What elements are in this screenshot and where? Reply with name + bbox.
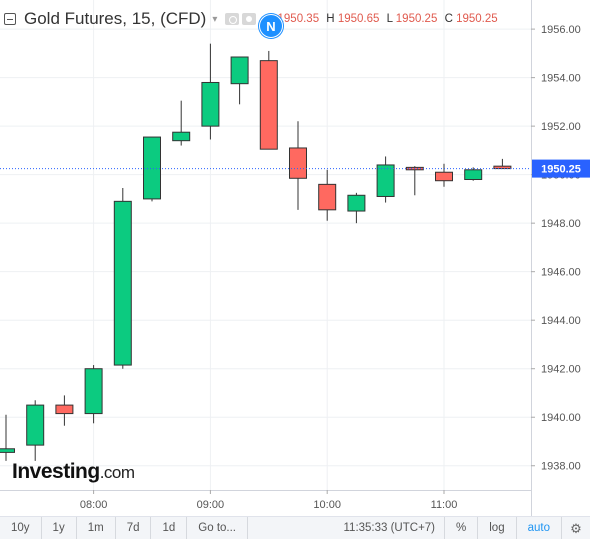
x-tick-label: 11:00 — [431, 499, 458, 511]
gear-icon[interactable]: ⚙ — [570, 520, 582, 536]
candle-body — [55, 404, 74, 415]
candle — [435, 163, 453, 187]
chevron-down-icon[interactable]: ▾ — [212, 13, 218, 25]
goto-button[interactable]: Go to... — [187, 516, 248, 539]
low-value: 1950.25 — [395, 13, 438, 25]
range-1m-button[interactable]: 1m — [77, 516, 116, 539]
candle-body — [84, 368, 103, 415]
chart-area[interactable]: 1938.00 1940.00 1942.00 1944.00 1946.00 1948.… — [0, 0, 590, 516]
y-tick-label: 1940.00 — [541, 412, 581, 424]
candle-body — [376, 164, 395, 197]
investing-logo: Investing.com — [12, 460, 135, 484]
candle — [26, 400, 45, 461]
candle — [55, 395, 74, 426]
candle — [289, 121, 307, 210]
y-tick-label: 1938.00 — [541, 461, 581, 473]
candle — [84, 365, 103, 424]
range-7d-button[interactable]: 7d — [116, 516, 152, 539]
close-value: 1950.25 — [456, 13, 498, 25]
x-tick-label: 09:00 — [197, 499, 225, 511]
candle-body — [0, 448, 15, 453]
settings-small-icon[interactable] — [242, 13, 257, 25]
candle-body — [318, 183, 337, 211]
candle — [347, 192, 366, 224]
logo-text: Investing — [12, 460, 100, 483]
collapse-legend-icon[interactable] — [4, 13, 16, 25]
candle — [172, 100, 191, 146]
chart-legend: Gold Futures, 15, (CFD) ▾ O 1950.35 H 19… — [4, 8, 498, 30]
ohlc-values: O 1950.35 H 1950.65 L 1950.25 C 1950.25 — [261, 13, 497, 25]
candle-body — [230, 56, 249, 85]
low-label: L — [386, 13, 393, 25]
candle — [259, 50, 278, 150]
y-tick-label: 1954.00 — [541, 73, 581, 85]
candle-body — [259, 60, 278, 150]
candle-body — [201, 81, 220, 127]
auto-scale-button[interactable]: auto — [517, 516, 562, 539]
current-price-label: 1950.25 — [541, 164, 581, 176]
symbol-title[interactable]: Gold Futures, 15, (CFD) — [24, 9, 207, 28]
clock-display[interactable]: 11:35:33 (UTC+7) — [335, 516, 446, 539]
candle-body — [172, 131, 191, 142]
high-value: 1950.65 — [337, 13, 380, 25]
eye-icon[interactable] — [225, 13, 240, 25]
open-value: 1950.35 — [277, 13, 320, 25]
percent-scale-button[interactable]: % — [445, 516, 479, 539]
y-tick-label: 1946.00 — [541, 267, 581, 279]
range-10y-button[interactable]: 10y — [0, 516, 42, 539]
candle-body — [113, 200, 132, 366]
y-tick-label: 1952.00 — [541, 121, 581, 133]
bottom-toolbar: 10y 1y 1m 7d 1d Go to... 11:35:33 (UTC+7… — [0, 516, 590, 539]
y-tick-label: 1942.00 — [541, 364, 581, 376]
candle-body — [464, 169, 483, 181]
y-tick-label: 1956.00 — [541, 24, 581, 36]
candle-body — [493, 165, 512, 170]
range-1y-button[interactable]: 1y — [42, 516, 77, 539]
candle — [464, 167, 483, 181]
candle-body — [435, 171, 453, 182]
close-label: C — [444, 13, 453, 25]
log-scale-button[interactable]: log — [478, 516, 517, 539]
logo-suffix: .com — [99, 463, 135, 482]
current-price-label-bg — [532, 159, 590, 178]
candle-body — [347, 194, 366, 212]
y-tick-label: 1948.00 — [541, 218, 581, 230]
candle-body — [143, 136, 161, 200]
candle — [230, 56, 249, 105]
candle — [0, 414, 15, 461]
range-1d-button[interactable]: 1d — [151, 516, 188, 539]
x-tick-label: 08:00 — [80, 499, 108, 511]
candle — [493, 158, 512, 170]
candle — [405, 166, 424, 196]
candle-body — [289, 147, 307, 179]
high-label: H — [326, 13, 335, 25]
candle — [143, 136, 161, 202]
news-badge[interactable]: N — [259, 14, 283, 38]
y-tick-label: 1944.00 — [541, 315, 581, 327]
candle — [318, 169, 337, 221]
candlestick-chart[interactable]: 1938.00 1940.00 1942.00 1944.00 1946.00 1948.… — [0, 0, 590, 516]
x-tick-label: 10:00 — [313, 499, 341, 511]
candle — [113, 187, 132, 369]
candle — [376, 156, 395, 203]
candle — [201, 43, 220, 140]
candle-body — [26, 404, 45, 446]
